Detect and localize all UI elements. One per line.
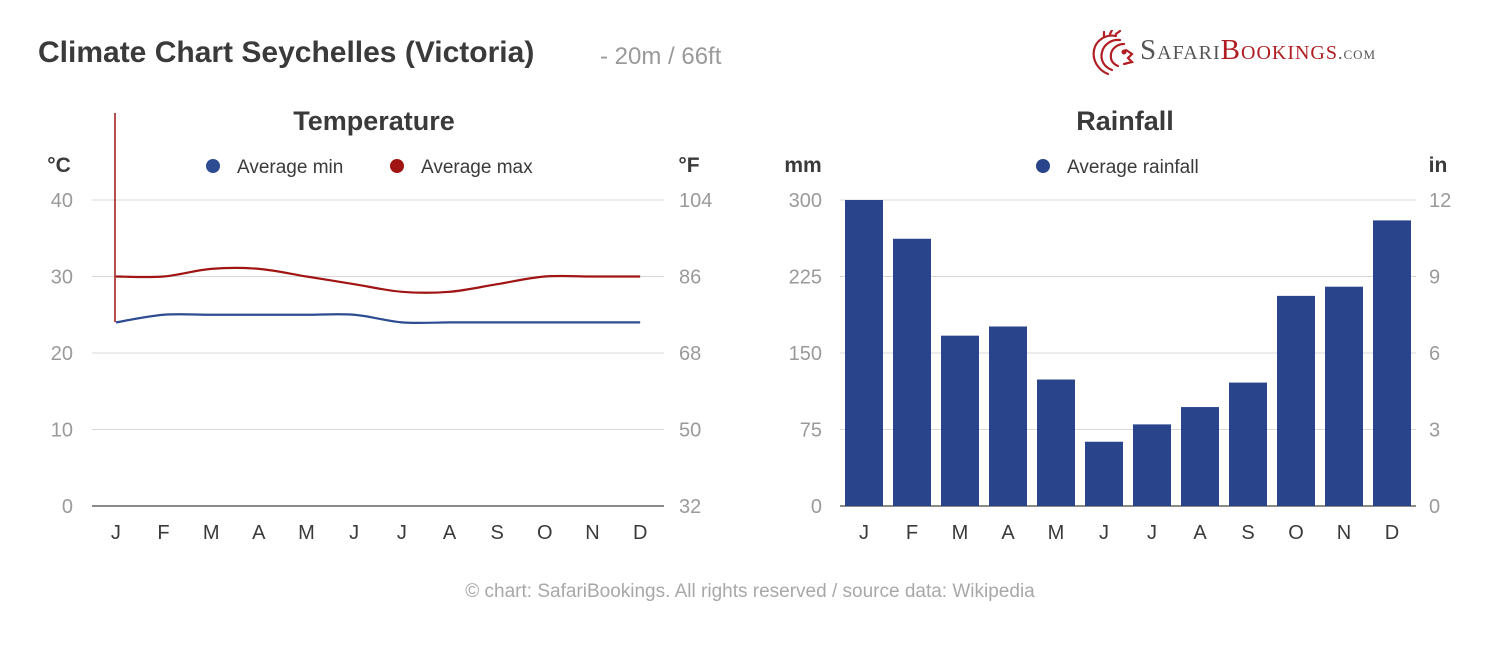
rainfall-chart: Rainfall mm in Average rainfall 30022515… [784,106,1451,544]
rainfall-x-tick-label: D [1385,522,1399,544]
rainfall-bar [1133,424,1171,506]
temperature-left-tick-label: 20 [51,343,73,365]
temperature-x-tick-label: J [349,522,359,544]
temperature-left-unit: °C [47,154,71,177]
temperature-chart: Temperature °C °F Average min Average ma… [47,106,712,544]
rainfall-right-tick-label: 9 [1429,267,1440,289]
temperature-left-tick-label: 30 [51,267,73,289]
rainfall-left-tick-label: 150 [789,343,822,365]
temperature-title: Temperature [293,106,455,136]
temperature-left-tick-label: 10 [51,420,73,442]
rainfall-bar [1037,379,1075,506]
rainfall-title: Rainfall [1076,106,1174,136]
temperature-left-tick-label: 0 [62,496,73,518]
rainfall-right-tick-label: 3 [1429,420,1440,442]
temperature-x-tick-label: S [490,522,503,544]
rainfall-x-tick-label: S [1241,522,1254,544]
rainfall-bar [845,200,883,506]
temperature-right-tick-label: 86 [679,267,701,289]
temperature-x-tick-label: O [537,522,553,544]
rainfall-left-tick-label: 75 [800,420,822,442]
rainfall-x-tick-label: J [1147,522,1157,544]
rainfall-bar [1181,407,1219,506]
rainfall-x-tick-label: M [952,522,969,544]
rainfall-bar [1229,382,1267,506]
rainfall-right-tick-label: 0 [1429,496,1440,518]
temperature-x-tick-label: D [633,522,647,544]
rainfall-x-tick-label: A [1193,522,1207,544]
temperature-x-tick-label: A [443,522,457,544]
rainfall-left-tick-label: 225 [789,267,822,289]
temperature-right-tick-label: 32 [679,496,701,518]
rainfall-right-tick-label: 12 [1429,190,1451,212]
brand-logo[interactable]: SafariBookings.com [1086,28,1466,78]
legend-marker-min [206,159,220,173]
rainfall-right-unit: in [1429,154,1448,177]
average-min-line [115,313,641,325]
temperature-left-tick-label: 40 [51,190,73,212]
rainfall-x-tick-label: J [859,522,869,544]
rainfall-left-tick-label: 0 [811,496,822,518]
rainfall-x-tick-label: J [1099,522,1109,544]
rainfall-bar [893,238,931,506]
temperature-legend[interactable]: Average min Average max [206,157,533,178]
rainfall-x-tick-label: A [1001,522,1015,544]
temperature-x-tick-label: F [157,522,169,544]
legend-item-average-rainfall[interactable]: Average rainfall [1036,157,1199,178]
temperature-right-tick-label: 50 [679,420,701,442]
legend-label-min: Average min [237,157,343,178]
legend-label-rainfall: Average rainfall [1067,157,1199,178]
rainfall-bar [1085,441,1123,506]
temperature-x-tick-label: M [298,522,315,544]
rainfall-bar [1277,295,1315,506]
rainfall-left-tick-label: 300 [789,190,822,212]
temperature-x-tick-label: N [585,522,599,544]
legend-marker-rainfall [1036,159,1050,173]
legend-marker-max [390,159,404,173]
legend-item-average-max[interactable]: Average max [390,157,533,178]
temperature-right-tick-label: 104 [679,190,712,212]
temperature-right-tick-label: 68 [679,343,701,365]
brand-name: SafariBookings.com [1140,34,1377,66]
temperature-right-unit: °F [678,154,699,177]
page-subtitle: - 20m / 66ft [600,43,722,70]
lion-icon [1092,28,1135,76]
rainfall-bar [941,335,979,506]
legend-label-max: Average max [421,157,533,178]
rainfall-x-tick-label: N [1337,522,1351,544]
rainfall-x-tick-label: F [906,522,918,544]
page-title: Climate Chart Seychelles (Victoria) [38,36,535,69]
rainfall-bar [989,326,1027,506]
rainfall-x-tick-label: O [1288,522,1304,544]
temperature-x-tick-label: J [111,522,121,544]
temperature-x-tick-label: A [252,522,266,544]
rainfall-x-tick-label: M [1048,522,1065,544]
rainfall-left-unit: mm [784,154,821,177]
temperature-x-tick-label: M [203,522,220,544]
average-max-line [115,266,641,294]
temperature-x-tick-label: J [397,522,407,544]
rainfall-bar [1373,220,1411,506]
rainfall-right-tick-label: 6 [1429,343,1440,365]
rainfall-bar [1325,286,1363,506]
footer-credit: © chart: SafariBookings. All rights rese… [465,581,1035,602]
legend-item-average-min[interactable]: Average min [206,157,343,178]
